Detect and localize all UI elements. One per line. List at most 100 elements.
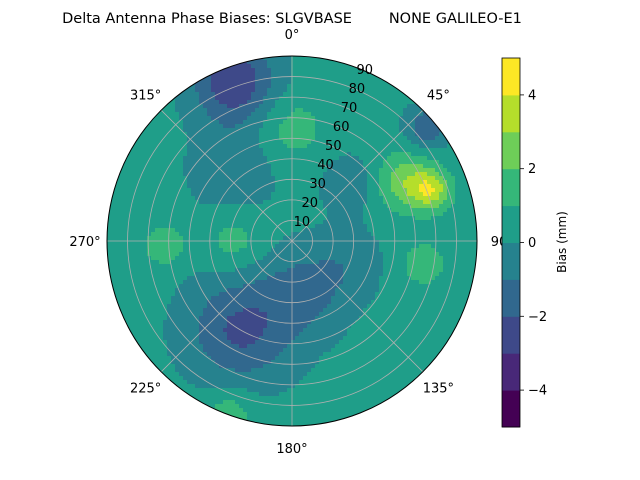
heatmap-cell [131,252,136,257]
heatmap-cell [331,288,336,293]
heatmap-cell [191,248,196,253]
heatmap-cell [195,208,200,213]
heatmap-cell [195,228,200,233]
heatmap-cell [291,236,296,241]
heatmap-cell [331,64,336,69]
heatmap-cell [275,184,280,189]
heatmap-cell [419,252,424,257]
heatmap-cell [195,272,200,277]
heatmap-cell [199,248,204,253]
heatmap-cell [159,188,164,193]
heatmap-cell [415,200,420,205]
heatmap-cell [223,132,228,137]
heatmap-cell [143,168,148,173]
heatmap-cell [183,104,188,109]
heatmap-cell [383,184,388,189]
heatmap-cell [455,224,460,229]
heatmap-cell [243,204,248,209]
heatmap-cell [143,268,148,273]
heatmap-cell [411,164,416,169]
heatmap-cell [427,248,432,253]
heatmap-cell [475,228,477,233]
heatmap-cell [203,232,208,237]
heatmap-cell [195,184,200,189]
heatmap-cell [439,272,444,277]
heatmap-cell [295,100,300,105]
heatmap-cell [207,76,212,81]
heatmap-cell [111,248,116,253]
heatmap-cell [263,176,268,181]
heatmap-cell [163,196,168,201]
heatmap-cell [159,244,164,249]
heatmap-cell [343,80,348,85]
heatmap-cell [375,80,380,85]
heatmap-cell [371,188,376,193]
heatmap-cell [171,136,176,141]
heatmap-cell [339,268,344,273]
heatmap-cell [231,140,236,145]
heatmap-cell [399,288,404,293]
heatmap-cell [135,172,140,177]
heatmap-cell [383,112,388,117]
heatmap-cell [355,112,360,117]
heatmap-cell [163,264,168,269]
heatmap-cell [275,156,280,161]
heatmap-cell [355,104,360,109]
heatmap-cell [299,264,304,269]
heatmap-cell [211,184,216,189]
heatmap-cell [343,252,348,257]
heatmap-cell [283,88,288,93]
heatmap-cell [411,224,416,229]
heatmap-cell [203,208,208,213]
heatmap-cell [187,120,192,125]
heatmap-cell [215,304,220,309]
heatmap-cell [263,300,268,305]
heatmap-cell [191,172,196,177]
heatmap-cell [179,240,184,245]
heatmap-cell [371,256,376,261]
heatmap-cell [243,144,248,149]
heatmap-cell [391,284,396,289]
heatmap-cell [411,160,416,165]
heatmap-cell [203,156,208,161]
heatmap-cell [135,256,140,261]
heatmap-cell [243,152,248,157]
heatmap-cell [179,232,184,237]
heatmap-cell [387,100,392,105]
heatmap-cell [383,268,388,273]
heatmap-cell [407,252,412,257]
heatmap-cell [319,80,324,85]
heatmap-cell [339,92,344,97]
heatmap-cell [115,240,120,245]
heatmap-cell [179,292,184,297]
heatmap-cell [291,288,296,293]
heatmap-cell [171,224,176,229]
heatmap-cell [203,100,208,105]
heatmap-cell [155,300,160,305]
heatmap-cell [227,244,232,249]
heatmap-cell [123,176,128,181]
heatmap-cell [151,252,156,257]
heatmap-cell [159,172,164,177]
heatmap-cell [371,216,376,221]
heatmap-cell [339,168,344,173]
heatmap-cell [231,252,236,257]
heatmap-cell [427,152,432,157]
heatmap-cell [359,84,364,89]
heatmap-cell [347,76,352,81]
heatmap-cell [339,296,344,301]
heatmap-cell [275,60,280,65]
heatmap-cell [191,208,196,213]
heatmap-cell [287,132,292,137]
heatmap-cell [187,160,192,165]
heatmap-cell [227,144,232,149]
heatmap-cell [347,140,352,145]
heatmap-cell [307,220,312,225]
heatmap-cell [379,176,384,181]
heatmap-cell [223,256,228,261]
heatmap-cell [207,256,212,261]
heatmap-cell [259,216,264,221]
heatmap-cell [383,104,388,109]
heatmap-cell [271,196,276,201]
